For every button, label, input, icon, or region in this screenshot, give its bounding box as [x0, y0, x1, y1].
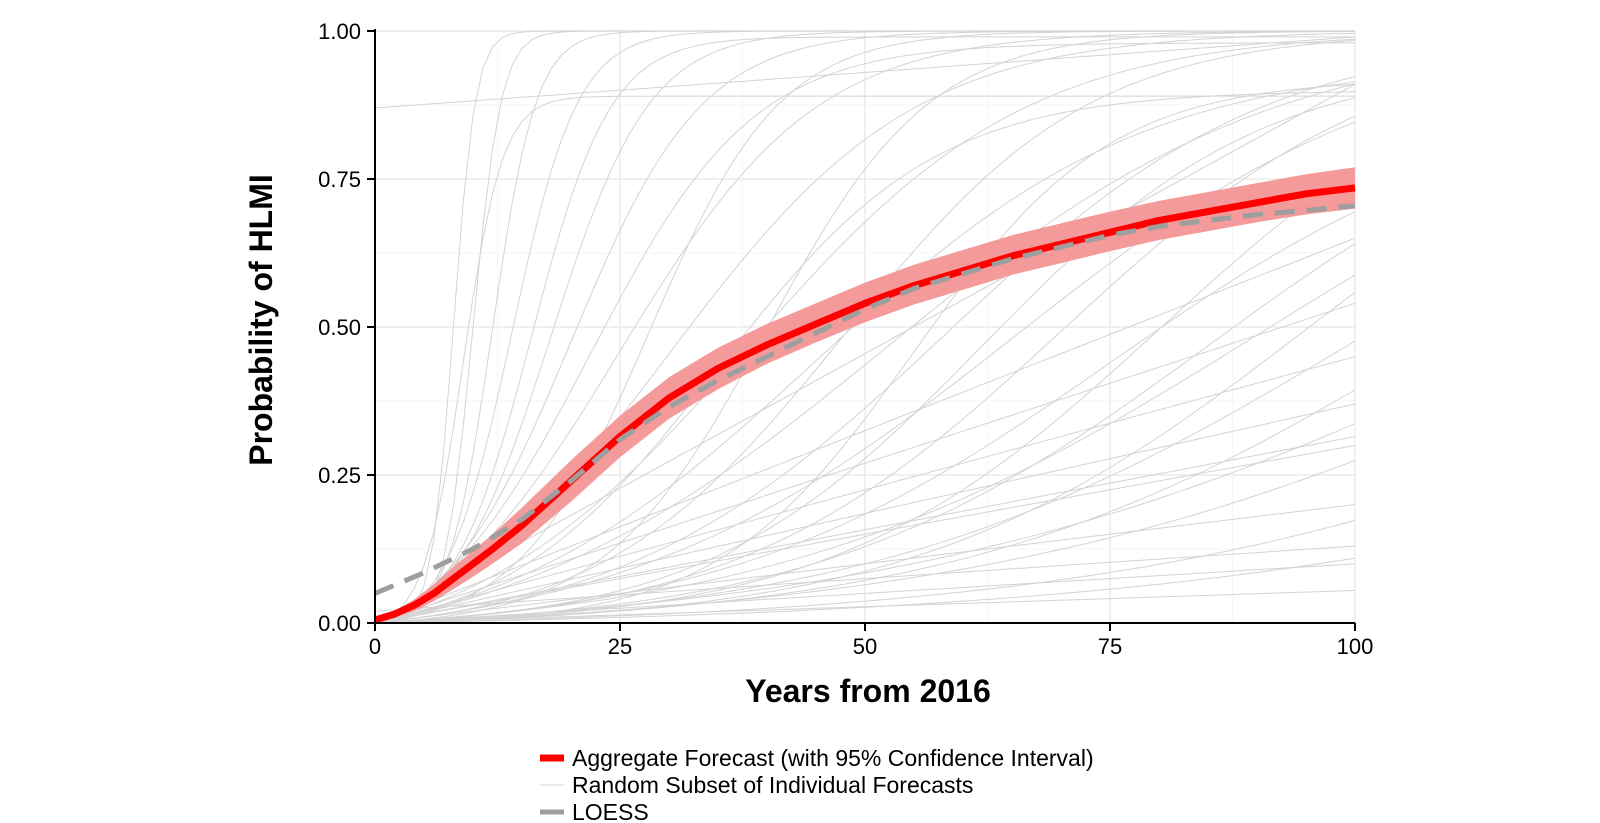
individual-forecast-line — [374, 30, 1355, 624]
individual-forecast-line — [374, 168, 1356, 624]
individual-forecast-line — [374, 444, 1356, 624]
individual-forecast-line — [374, 504, 1356, 624]
y-tick-label-1: 0.25 — [318, 463, 361, 488]
y-tick-label-4: 1.00 — [318, 19, 361, 44]
aggregate-forecast-line — [373, 184, 1356, 624]
individual-forecast-line — [374, 356, 1356, 624]
individual-forecast-line — [374, 95, 1355, 624]
individual-forecast-line — [374, 389, 1356, 624]
individual-forecast-line — [374, 42, 1355, 624]
y-tick-label-3: 0.75 — [318, 167, 361, 192]
individual-forecast-lines — [374, 30, 1356, 624]
loess-group — [374, 203, 1356, 596]
legend: Aggregate Forecast (with 95% Confidence … — [540, 745, 1094, 823]
y-tick-label-2: 0.50 — [318, 315, 361, 340]
individual-forecast-line — [374, 459, 1356, 624]
x-tick-label-2: 50 — [853, 634, 877, 659]
individual-forecast-line — [374, 75, 1356, 624]
individual-forecast-line — [374, 545, 1356, 612]
individual-forecast-line — [374, 30, 1355, 624]
x-tick-label-1: 25 — [608, 634, 632, 659]
individual-forecast-line — [374, 589, 1356, 624]
loess-line — [374, 203, 1356, 596]
individual-forecast-line — [374, 436, 1356, 624]
axes — [367, 29, 1356, 631]
individual-forecast-line — [374, 211, 1356, 624]
individual-forecast-line — [374, 563, 1356, 624]
y-axis-title: Probability of HLMI — [243, 174, 279, 466]
legend-label-individual: Random Subset of Individual Forecasts — [572, 772, 973, 798]
legend-label-aggregate: Aggregate Forecast (with 95% Confidence … — [572, 745, 1094, 771]
individual-forecast-line — [374, 519, 1356, 624]
individual-forecast-line — [374, 403, 1356, 624]
individual-forecast-line — [374, 38, 1356, 624]
individual-forecast-line — [374, 274, 1356, 624]
x-tick-label-0: 0 — [369, 634, 381, 659]
individual-forecast-line — [374, 36, 1355, 624]
legend-label-loess: LOESS — [572, 799, 649, 823]
x-tick-label-3: 75 — [1098, 634, 1122, 659]
x-tick-label-4: 100 — [1337, 634, 1374, 659]
individual-forecast-line — [374, 91, 1356, 624]
tick-labels: 0.00 0.25 0.50 0.75 1.00 0 25 50 75 100 — [318, 19, 1373, 659]
individual-forecast-line — [374, 83, 1356, 624]
individual-forecast-line — [374, 237, 1356, 624]
y-tick-label-0: 0.00 — [318, 611, 361, 636]
x-axis-title: Years from 2016 — [745, 673, 991, 709]
individual-forecast-line — [374, 302, 1356, 624]
individual-forecast-line — [374, 36, 1356, 109]
